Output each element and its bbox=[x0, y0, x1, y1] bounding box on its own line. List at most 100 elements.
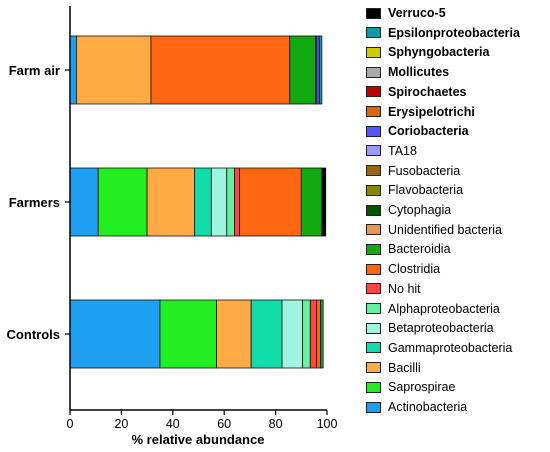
legend-label: Sphyngobacteria bbox=[388, 45, 490, 60]
legend-swatch bbox=[366, 362, 381, 374]
bar-segment-farmers-bacteroidia bbox=[300, 167, 323, 237]
legend-item-flavobacteria: Flavobacteria bbox=[366, 180, 463, 200]
legend-item-clostridia: Clostridia bbox=[366, 259, 440, 279]
legend-label: Bacilli bbox=[388, 360, 421, 375]
x-tick-label-100: 100 bbox=[317, 417, 338, 431]
legend-swatch bbox=[366, 106, 381, 117]
bar-segment-farm-air-bacilli bbox=[76, 35, 152, 105]
legend-label: Coriobacteria bbox=[388, 124, 469, 139]
x-ticks-group: 0 20 40 60 80 100 bbox=[67, 410, 338, 431]
legend-swatch bbox=[366, 303, 381, 314]
legend-swatch bbox=[366, 243, 381, 255]
legend-swatch bbox=[366, 224, 381, 236]
bar-segment-farm-air-actinobacteria bbox=[69, 35, 77, 105]
legend-swatch bbox=[366, 322, 381, 334]
bar-segment-controls-bacteroidia bbox=[320, 299, 324, 369]
legend-item-coriobacteria: Coriobacteria bbox=[366, 121, 469, 141]
legend-item-actinobacteria: Actinobacteria bbox=[366, 397, 467, 417]
legend-label: Cytophagia bbox=[388, 203, 452, 217]
legend-label: TA18 bbox=[388, 143, 417, 158]
legend-label: Flavobacteria bbox=[388, 183, 464, 198]
legend-item-gammaproteobacteria: Gammaproteobacteria bbox=[366, 338, 512, 358]
bar-segment-controls-actinobacteria bbox=[69, 299, 161, 369]
bar-segment-controls-clostridia bbox=[316, 299, 321, 369]
legend-label: Actinobacteria bbox=[388, 400, 468, 414]
legend-label: Unidentified bacteria bbox=[388, 222, 502, 237]
x-tick-label-80: 80 bbox=[269, 417, 283, 431]
legend-swatch bbox=[366, 46, 381, 58]
legend-label: Mollicutes bbox=[388, 65, 450, 80]
legend-item-bacteroidia: Bacteroidia bbox=[366, 239, 451, 259]
legend-label: Saprospirae bbox=[388, 380, 456, 395]
legend-label: Fusobacteria bbox=[388, 163, 461, 178]
legend-swatch bbox=[366, 165, 381, 177]
legend-item-cytophagia: Cytophagia bbox=[366, 200, 451, 220]
legend-item-alphaproteobacteria: Alphaproteobacteria bbox=[366, 299, 500, 319]
legend-label: Spirochaetes bbox=[388, 84, 467, 99]
legend-item-erysipelotrichi: Erysipelotrichi bbox=[366, 102, 475, 122]
legend-swatch bbox=[366, 184, 381, 196]
legend-item-betaproteobacteria: Betaproteobacteria bbox=[366, 318, 494, 338]
legend-item-spirochaetes: Spirochaetes bbox=[366, 82, 467, 102]
bar-segment-farmers-verruco-5 bbox=[321, 167, 327, 237]
legend-swatch bbox=[366, 145, 381, 157]
x-tick-label-20: 20 bbox=[114, 417, 128, 431]
bar-segment-controls-saprospirae bbox=[159, 299, 217, 369]
legend-item-bacilli: Bacilli bbox=[366, 358, 421, 378]
bar-segment-controls-alphaproteobacteria bbox=[302, 299, 311, 369]
bar-segment-farm-air-bacteroidia bbox=[289, 35, 316, 105]
legend-swatch bbox=[366, 401, 381, 413]
x-axis-label: % relative abundance bbox=[132, 432, 265, 447]
bar-segment-farmers-no-hit bbox=[234, 167, 241, 237]
legend-swatch bbox=[366, 263, 381, 275]
legend-swatch bbox=[366, 27, 381, 39]
x-tick-label-60: 60 bbox=[217, 417, 231, 431]
legend-swatch bbox=[366, 283, 381, 295]
legend-label: Erysipelotrichi bbox=[388, 104, 475, 119]
legend-label: Betaproteobacteria bbox=[388, 321, 494, 336]
legend-swatch bbox=[366, 381, 381, 393]
legend-label: No hit bbox=[388, 281, 421, 296]
bar-segment-farmers-bacilli bbox=[146, 167, 196, 237]
legend-item-fusobacteria: Fusobacteria bbox=[366, 161, 460, 181]
bars-group bbox=[69, 35, 327, 369]
bar-segment-controls-betaproteobacteria bbox=[281, 299, 303, 369]
legend-swatch bbox=[366, 125, 381, 137]
category-label-controls: Controls bbox=[7, 327, 60, 342]
bar-segment-controls-no-hit bbox=[309, 299, 318, 369]
legend-swatch bbox=[366, 7, 381, 19]
legend-item-mollicutes: Mollicutes bbox=[366, 62, 449, 82]
legend-label: Alphaproteobacteria bbox=[388, 301, 500, 316]
legend-label: Clostridia bbox=[388, 262, 441, 277]
x-tick-label-0: 0 bbox=[67, 417, 74, 431]
legend-label: Gammaproteobacteria bbox=[388, 340, 513, 355]
category-label-farmers: Farmers bbox=[9, 195, 60, 210]
legend-label: Bacteroidia bbox=[388, 242, 451, 257]
stacked-bar-chart: 0 20 40 60 80 100 Farm air Farmers Controls % r… bbox=[7, 6, 338, 447]
legend-swatch bbox=[366, 342, 381, 354]
legend-swatch bbox=[366, 66, 381, 78]
bar-segment-farmers-betaproteobacteria bbox=[210, 167, 228, 237]
legend-item-epsilonproteobacteria: Epsilonproteobacteria bbox=[366, 23, 520, 43]
bar-segment-controls-gammaproteobacteria bbox=[250, 299, 283, 369]
bar-segment-farm-air-clostridia bbox=[150, 35, 291, 105]
legend-item-saprospirae: Saprospirae bbox=[366, 377, 455, 397]
category-labels-group: Farm air Farmers Controls bbox=[7, 63, 70, 342]
legend-label: Verruco-5 bbox=[388, 6, 446, 20]
legend-item-ta18: TA18 bbox=[366, 141, 417, 161]
bar-segment-farmers-clostridia bbox=[239, 167, 302, 237]
bar-segment-farm-air-epsilonproteobacteria bbox=[318, 35, 323, 105]
x-tick-label-40: 40 bbox=[166, 417, 180, 431]
legend-item-no-hit: No hit bbox=[366, 279, 421, 299]
bar-segment-controls-bacilli bbox=[216, 299, 252, 369]
category-label-farm-air: Farm air bbox=[9, 63, 60, 78]
bar-segment-farmers-gammaproteobacteria bbox=[194, 167, 212, 237]
bar-segment-farmers-saprospirae bbox=[97, 167, 148, 237]
bar-segment-farmers-actinobacteria bbox=[69, 167, 99, 237]
bar-segment-farmers-alphaproteobacteria bbox=[226, 167, 235, 237]
legend-item-sphyngobacteria: Sphyngobacteria bbox=[366, 42, 489, 62]
legend-swatch bbox=[366, 86, 381, 98]
legend-swatch bbox=[366, 204, 381, 216]
legend-item-verruco-5: Verruco-5 bbox=[366, 3, 446, 23]
legend-label: Epsilonproteobacteria bbox=[388, 25, 520, 40]
